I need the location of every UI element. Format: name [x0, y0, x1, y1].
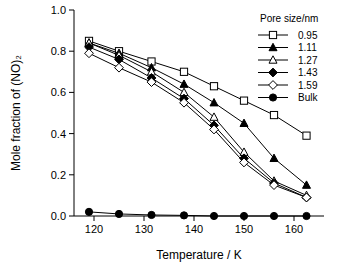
series-line [89, 43, 307, 195]
data-point [115, 63, 124, 72]
data-point [115, 210, 122, 217]
data-point [270, 181, 279, 190]
data-point [85, 49, 94, 58]
x-tick-label: 140 [185, 223, 203, 235]
data-point [180, 68, 187, 75]
series-line [89, 41, 307, 136]
data-point [270, 111, 277, 118]
legend-marker [269, 81, 278, 90]
y-tick [69, 92, 74, 93]
y-axis [74, 10, 75, 216]
legend-label: 1.11 [298, 42, 317, 53]
legend-marker [269, 56, 277, 63]
data-point [240, 119, 248, 126]
y-tick-label: 0.4 [51, 128, 66, 140]
series-line [89, 43, 307, 185]
y-tick [69, 174, 74, 175]
data-point [270, 154, 278, 161]
legend-label: 1.43 [298, 67, 318, 78]
data-point [303, 132, 310, 139]
x-axis-title: Temperature / K [156, 248, 241, 262]
data-point [180, 80, 188, 87]
x-tick-label: 150 [235, 223, 253, 235]
data-point [240, 212, 247, 219]
x-tick [194, 216, 195, 221]
y-tick [69, 10, 74, 11]
data-point [148, 211, 155, 218]
data-point [180, 212, 187, 219]
data-point [303, 212, 310, 219]
legend-marker [269, 31, 276, 38]
x-tick-label: 120 [85, 223, 103, 235]
y-tick-label: 0.8 [51, 45, 66, 57]
y-tick [69, 216, 74, 217]
data-point [240, 97, 247, 104]
legend-label: Bulk [298, 92, 318, 103]
data-point [303, 181, 311, 188]
legend-marker [269, 43, 277, 50]
x-tick-label: 160 [285, 223, 303, 235]
data-point [302, 193, 311, 202]
x-tick [144, 216, 145, 221]
data-point [210, 212, 217, 219]
legend-title: Pore size/nm [260, 13, 318, 24]
data-point [210, 83, 217, 90]
y-tick-label: 0.6 [51, 86, 66, 98]
data-point [240, 158, 249, 167]
data-point [210, 125, 219, 134]
series-line [89, 47, 307, 197]
y-tick [69, 51, 74, 52]
data-point [180, 98, 189, 107]
x-tick [294, 216, 295, 221]
y-tick-label: 0.0 [51, 210, 66, 222]
y-tick-label: 1.0 [51, 4, 66, 16]
legend-marker [269, 68, 278, 77]
series-line [89, 53, 307, 197]
y-tick-label: 0.2 [51, 169, 66, 181]
x-tick [94, 216, 95, 221]
legend: Pore size/nm 0.951.11 1.271.43 1.59Bulk [258, 13, 318, 103]
legend-label: 1.59 [298, 80, 318, 91]
y-tick [69, 133, 74, 134]
data-point [210, 99, 218, 106]
data-point [210, 113, 218, 120]
data-point [147, 78, 156, 87]
legend-marker [269, 94, 276, 101]
data-point [85, 208, 92, 215]
plot-area [85, 37, 311, 219]
legend-label: 1.27 [298, 55, 318, 66]
legend-label: 0.95 [298, 30, 318, 41]
x-tick-label: 130 [135, 223, 153, 235]
chart: 120 130 140 150 160 0.0 0.2 0.4 0.6 0.8 1.0 Tempera… [0, 0, 362, 270]
data-point [302, 193, 311, 202]
data-point [270, 212, 277, 219]
y-axis-title: Mole fraction of (NO)₂ [9, 55, 23, 171]
data-point [115, 55, 124, 64]
